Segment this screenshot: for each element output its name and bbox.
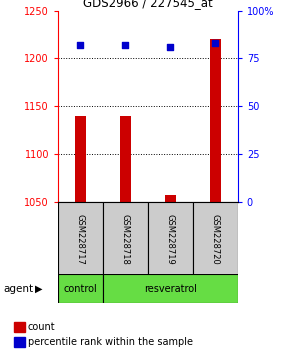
Bar: [120, 116, 131, 202]
Text: ▶: ▶: [35, 284, 43, 293]
Bar: [193, 202, 238, 276]
Bar: [75, 116, 86, 202]
Text: resveratrol: resveratrol: [144, 284, 197, 293]
Bar: [58, 274, 103, 303]
Bar: [103, 274, 238, 303]
Text: GSM228720: GSM228720: [211, 213, 220, 264]
Bar: [165, 195, 176, 202]
Bar: [14, 337, 25, 347]
Point: [123, 42, 128, 48]
Text: GSM228717: GSM228717: [76, 213, 85, 264]
Bar: [103, 202, 148, 276]
Text: control: control: [64, 284, 97, 293]
Point: [213, 40, 218, 46]
Bar: [58, 202, 103, 276]
Text: count: count: [28, 322, 55, 332]
Text: GSM228718: GSM228718: [121, 213, 130, 264]
Point: [78, 42, 83, 48]
Bar: [148, 202, 193, 276]
Bar: [14, 322, 25, 332]
Bar: [210, 39, 221, 202]
Text: agent: agent: [3, 284, 33, 293]
Title: GDS2966 / 227545_at: GDS2966 / 227545_at: [83, 0, 213, 10]
Text: GSM228719: GSM228719: [166, 213, 175, 264]
Point: [168, 44, 173, 50]
Text: percentile rank within the sample: percentile rank within the sample: [28, 337, 193, 347]
